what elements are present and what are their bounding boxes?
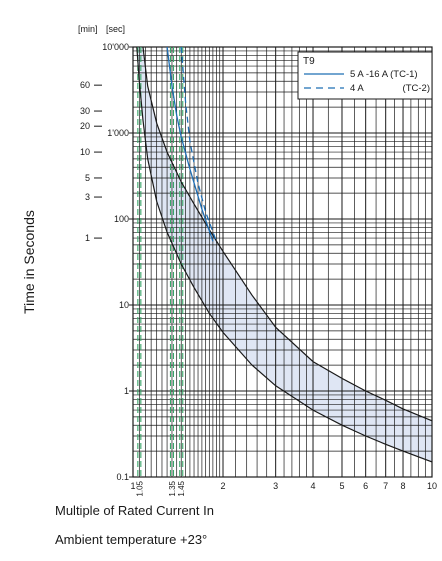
legend-suffix-2: (TC-2) [403,83,430,94]
x-tick-label: 8 [401,481,406,491]
y-min-tick-label: 1 [85,233,90,243]
axis-layer: 1 2 3 4 5 6 7 8 101.05 1.35 1.450.11101001'00010'0… [80,42,437,497]
x-tick-label: 2 [221,481,226,491]
y-min-tick-label: 10 [80,147,90,157]
y-sec-tick-label: 100 [114,214,129,224]
y-min-tick-label: 3 [85,192,90,202]
y-sec-tick-label: 0.1 [116,472,129,482]
x-tick-label: 7 [383,481,388,491]
x-tick-label: 6 [363,481,368,491]
min-axis-header: [min] [78,24,98,34]
curve-layer [136,47,432,463]
y-min-tick-label: 20 [80,121,90,131]
band-lower-curve [136,47,432,463]
y-axis-title: Time in Seconds [21,210,37,314]
legend-box [297,51,433,100]
ambient-temperature-caption: Ambient temperature +23° [55,532,208,547]
y-sec-tick-label: 10 [119,300,129,310]
legend-label-2: 4 A [350,83,364,94]
y-min-tick-label: 60 [80,80,90,90]
tolerance-band [136,47,432,462]
x-special-tick-label: 1.45 [177,480,186,496]
x-tick-label: 3 [273,481,278,491]
series-curve-1 [166,47,214,242]
y-sec-tick-label: 10'000 [102,42,129,52]
sec-axis-header: [sec] [106,24,125,34]
y-sec-tick-label: 1'000 [107,128,129,138]
x-special-tick-label: 1.05 [135,480,144,496]
band-upper-curve [142,47,432,422]
y-min-tick-label: 5 [85,173,90,183]
plot-frame [132,46,433,478]
legend-label-1: 5 A -16 A (TC-1) [350,69,418,80]
legend-layer: T9 5 A -16 A (TC-1) 4 A (TC-2) [297,51,433,100]
x-tick-label: 4 [311,481,316,491]
series-curve-2 [180,47,217,242]
x-axis-title: Multiple of Rated Current In [55,503,214,518]
x-tick-label: 10 [427,481,437,491]
tolerance-band-layer [136,47,432,462]
y-sec-tick-label: 1 [124,386,129,396]
x-tick-label: 5 [339,481,344,491]
x-tick-label: 1 [130,481,135,491]
y-min-tick-label: 30 [80,106,90,116]
legend-title: T9 [303,56,315,67]
x-special-tick-label: 1.35 [168,480,177,496]
